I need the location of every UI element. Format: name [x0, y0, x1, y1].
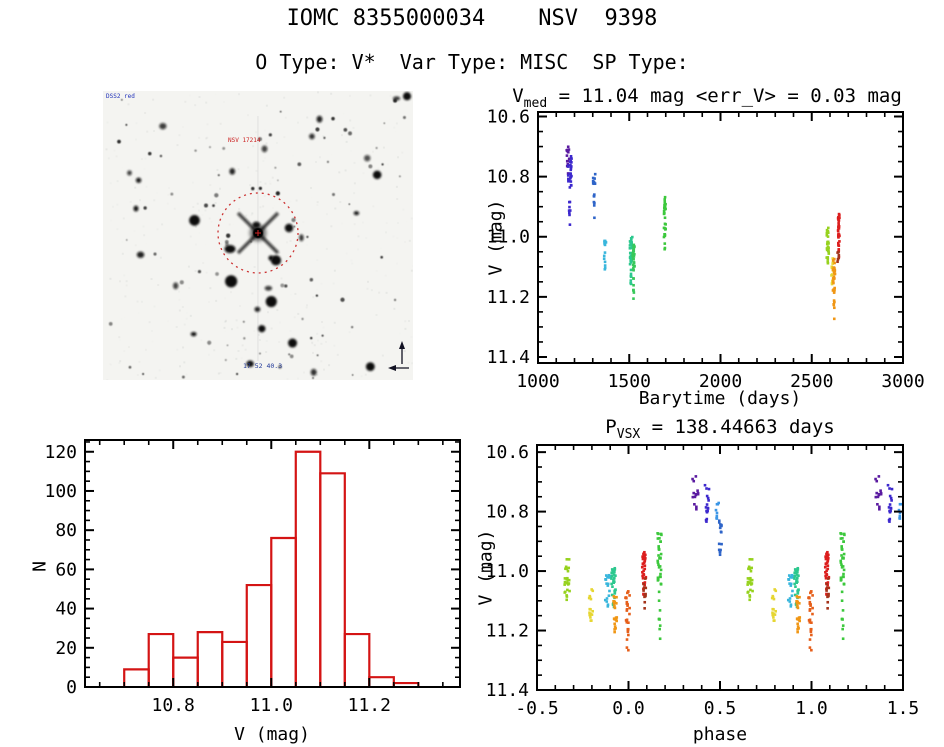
target-circle	[217, 192, 299, 274]
histogram-xaxis-label: V (mag)	[234, 724, 310, 745]
svg-text:20: 20	[55, 638, 77, 659]
phase-axes: -0.5 0.0 0.5 1.0 1.5 10.6 10.8 11.0 11.2 11.4	[486, 442, 920, 719]
svg-text:11.2: 11.2	[486, 621, 529, 642]
svg-text:60: 60	[55, 559, 77, 580]
svg-text:11.4: 11.4	[487, 347, 530, 368]
svg-text:1000: 1000	[516, 371, 559, 392]
phase-xaxis-label: phase	[692, 724, 748, 745]
phase-plot: -0.5 0.0 0.5 1.0 1.5 10.6 10.8 11.0 11.2 11.4	[486, 442, 920, 719]
lightcurve-title-pre: V	[512, 85, 524, 107]
svg-text:10.6: 10.6	[486, 442, 529, 463]
phase-points	[563, 475, 903, 652]
svg-text:100: 100	[44, 481, 77, 502]
target-centre-mark	[255, 230, 261, 236]
lightcurve-axes: 1000 1500 2000 2500 3000 10.6 10.8 11.0 11.2 11.4	[487, 107, 925, 392]
svg-text:0.5: 0.5	[704, 698, 737, 719]
svg-text:40: 40	[55, 599, 77, 620]
image-noise	[105, 91, 413, 382]
finding-chart: DSS2 red NSV 17214 17 52 40.3	[103, 91, 413, 382]
starfield-image	[103, 91, 413, 382]
svg-text:80: 80	[55, 520, 77, 541]
svg-text:120: 120	[44, 442, 77, 463]
svg-text:2000: 2000	[699, 371, 742, 392]
lightcurve-points	[565, 145, 841, 321]
phase-yaxis-label: V (mag)	[475, 529, 497, 606]
svg-text:1500: 1500	[608, 371, 651, 392]
field-stars	[108, 92, 412, 379]
svg-text:-0.5: -0.5	[515, 698, 558, 719]
svg-text:11.2: 11.2	[348, 695, 391, 716]
compass-icon	[388, 341, 409, 371]
svg-text:11.2: 11.2	[487, 287, 530, 308]
svg-text:11.0: 11.0	[486, 561, 529, 582]
svg-text:0: 0	[66, 677, 77, 698]
lightcurve-title-rest: = 11.04 mag <err_V> = 0.03 mag	[547, 85, 902, 107]
svg-text:11.4: 11.4	[486, 680, 529, 701]
svg-text:10.8: 10.8	[152, 695, 195, 716]
svg-text:10.8: 10.8	[486, 502, 529, 523]
svg-text:11.0: 11.0	[250, 695, 293, 716]
phase-title: PVSX = 138.44663 days	[478, 416, 944, 442]
svg-text:0.0: 0.0	[612, 698, 645, 719]
histogram-yaxis-label: N	[29, 561, 51, 572]
star-id-label: NSV 17214	[228, 137, 261, 144]
histogram-bars	[123, 450, 420, 687]
svg-text:10.8: 10.8	[487, 167, 530, 188]
lightcurve-title: Vmed = 11.04 mag <err_V> = 0.03 mag	[465, 85, 944, 111]
lightcurve-yaxis-label: V (mag)	[485, 199, 507, 276]
svg-text:10.6: 10.6	[487, 107, 530, 128]
svg-text:1.0: 1.0	[795, 698, 828, 719]
phase-title-sub: VSX	[616, 426, 641, 442]
svg-text:2500: 2500	[790, 371, 833, 392]
histogram-plot: 10.8 11.0 11.2 0 20 40 60 80 100 120	[44, 439, 461, 716]
svg-text:11.0: 11.0	[487, 227, 530, 248]
page-title: IOMC 8355000034 NSV 9398	[286, 6, 658, 31]
page-subtitle: O Type: V* Var Type: MISC SP Type:	[255, 50, 689, 74]
lightcurve-xaxis-label: Barytime (days)	[638, 388, 802, 409]
phase-title-pre: P	[605, 416, 617, 438]
svg-text:1.5: 1.5	[887, 698, 920, 719]
coordinates-label: 17 52 40.3	[243, 362, 283, 370]
lightcurve-plot: 1000 1500 2000 2500 3000 10.6 10.8 11.0 11.2 11.4	[487, 107, 925, 392]
svg-text:3000: 3000	[881, 371, 924, 392]
survey-label: DSS2 red	[106, 93, 135, 100]
histogram-axes: 10.8 11.0 11.2 0 20 40 60 80 100 120	[44, 439, 461, 716]
lightcurve-title-sub: med	[523, 95, 548, 111]
phase-title-rest: = 138.44663 days	[640, 416, 835, 438]
